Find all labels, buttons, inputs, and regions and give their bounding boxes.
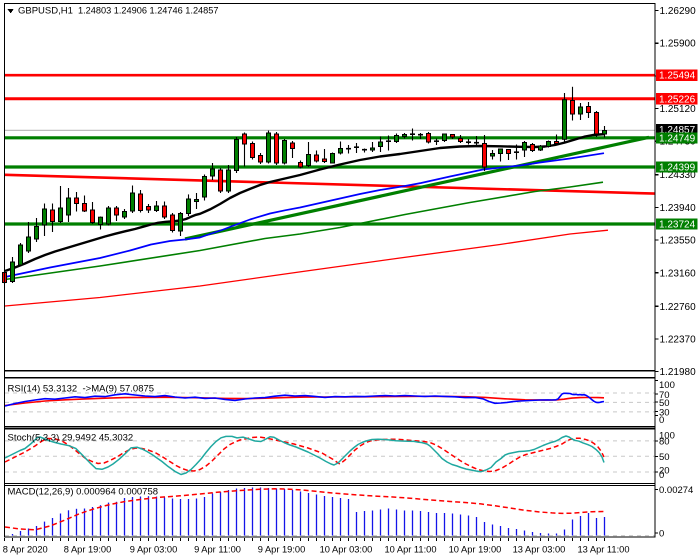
svg-text:1.24857: 1.24857 <box>659 125 696 136</box>
svg-text:1.24399: 1.24399 <box>659 163 696 174</box>
svg-text:1.23160: 1.23160 <box>660 268 697 279</box>
svg-text:1.25494: 1.25494 <box>659 71 696 82</box>
svg-text:0: 0 <box>659 470 664 481</box>
svg-text:100: 100 <box>659 430 675 441</box>
svg-text:RSI(14) 53.3132 ->MA(9) 57.08: RSI(14) 53.3132 ->MA(9) 57.0875 <box>8 384 155 395</box>
svg-text:1.22370: 1.22370 <box>660 334 697 345</box>
svg-text:1.25120: 1.25120 <box>660 104 697 115</box>
svg-text:50: 50 <box>659 398 670 409</box>
svg-text:MACD(12,26,9) 0.000964 0.00075: MACD(12,26,9) 0.000964 0.000758 <box>8 487 159 498</box>
svg-text:1.26290: 1.26290 <box>660 6 697 17</box>
svg-text:1.25226: 1.25226 <box>659 94 696 105</box>
svg-text:13 Apr 11:00: 13 Apr 11:00 <box>577 545 629 555</box>
svg-text:1.24803 1.24906 1.24746 1.2485: 1.24803 1.24906 1.24746 1.24857 <box>78 6 219 16</box>
svg-text:9 Apr 11:00: 9 Apr 11:00 <box>194 545 241 555</box>
svg-text:1.23940: 1.23940 <box>660 203 697 214</box>
svg-text:1.25900: 1.25900 <box>660 39 697 50</box>
svg-text:1.23724: 1.23724 <box>659 220 696 231</box>
svg-text:80: 80 <box>659 436 670 447</box>
svg-text:8 Apr 19:00: 8 Apr 19:00 <box>64 545 112 555</box>
svg-text:1.24330: 1.24330 <box>660 170 697 181</box>
svg-text:1.24749: 1.24749 <box>659 133 696 144</box>
svg-text:20: 20 <box>659 466 670 477</box>
svg-text:8 Apr 2020: 8 Apr 2020 <box>3 545 48 555</box>
svg-text:13 Apr 03:00: 13 Apr 03:00 <box>513 545 566 555</box>
svg-text:0.00274: 0.00274 <box>659 485 693 496</box>
svg-text:0: 0 <box>659 529 664 540</box>
svg-text:9 Apr 19:00: 9 Apr 19:00 <box>258 545 306 555</box>
svg-text:10 Apr 03:00: 10 Apr 03:00 <box>320 545 373 555</box>
svg-text:1.23550: 1.23550 <box>660 236 697 247</box>
svg-text:50: 50 <box>659 452 670 463</box>
svg-text:9 Apr 03:00: 9 Apr 03:00 <box>130 545 178 555</box>
svg-text:1.22760: 1.22760 <box>660 302 697 313</box>
svg-text:GBPUSD,H1: GBPUSD,H1 <box>18 6 73 17</box>
svg-text:Stoch(5,3,3) 29,9492 45.3032: Stoch(5,3,3) 29,9492 45.3032 <box>8 433 134 444</box>
svg-text:10 Apr 11:00: 10 Apr 11:00 <box>384 545 436 555</box>
svg-text:1.21980: 1.21980 <box>660 367 697 378</box>
svg-text:10 Apr 19:00: 10 Apr 19:00 <box>449 545 502 555</box>
svg-text:70: 70 <box>659 390 670 401</box>
svg-text:100: 100 <box>659 380 675 391</box>
svg-text:30: 30 <box>659 407 670 418</box>
svg-text:0: 0 <box>659 415 664 426</box>
